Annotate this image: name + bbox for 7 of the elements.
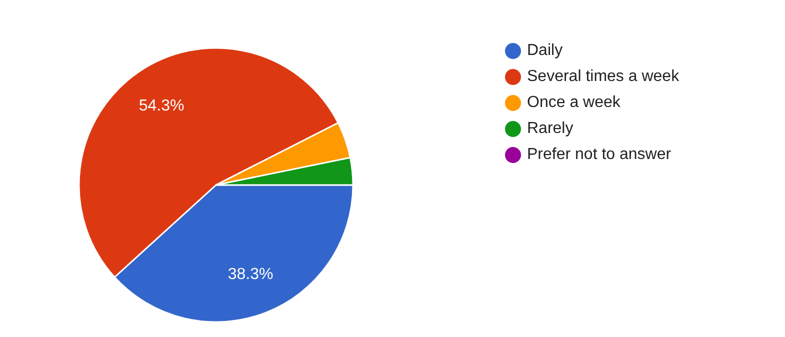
legend-label: Rarely (527, 119, 574, 139)
legend-label: Several times a week (527, 67, 680, 87)
data-label: 38.3% (228, 266, 274, 283)
legend-label: Prefer not to answer (527, 145, 672, 165)
legend-label: Once a week (527, 93, 620, 113)
legend-label: Daily (527, 41, 563, 61)
data-label: 54.3% (138, 98, 184, 115)
